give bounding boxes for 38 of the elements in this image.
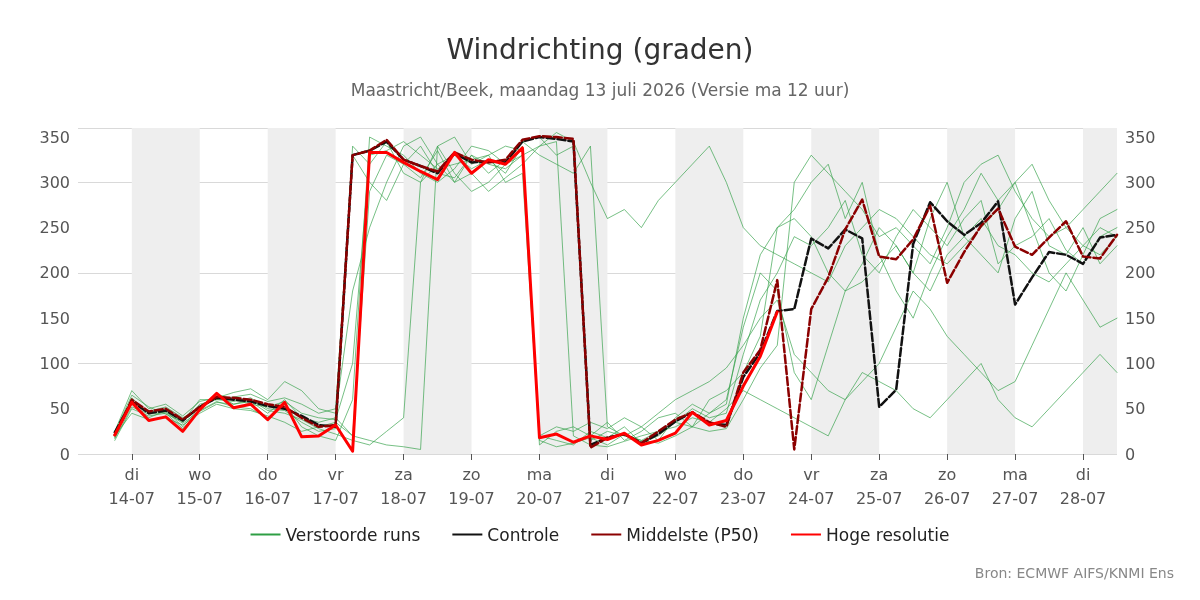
legend-label: Verstoorde runs (285, 524, 421, 545)
x-tick-label: do 23-07 (720, 464, 767, 508)
x-tick-label: do 16-07 (244, 464, 291, 508)
y2-tick-label: 200 (1125, 263, 1156, 283)
y-tick-label: 50 (49, 399, 70, 419)
legend-label: Controle (487, 524, 560, 545)
chart-subtitle: Maastricht/Beek, maandag 13 juli 2026 (Versie ma 12 uur) (350, 79, 850, 100)
y2-tick-label: 0 (1125, 444, 1136, 464)
y2-tick-label: 100 (1125, 353, 1156, 373)
x-tick-label: vr 24-07 (788, 464, 835, 508)
x-tick-label: zo 19-07 (448, 464, 495, 508)
x-tick-label: za 25-07 (855, 464, 903, 508)
y-tick-label: 300 (39, 172, 70, 192)
legend-label: Middelste (P50) (626, 524, 759, 545)
y-tick-label: 250 (39, 218, 70, 238)
legend-label: Hoge resolutie (825, 524, 950, 545)
x-tick-label: zo 26-07 (923, 464, 971, 508)
y-tick-label: 200 (39, 263, 70, 283)
x-tick-label: ma 20-07 (516, 464, 563, 508)
y2-tick-label: 250 (1125, 218, 1156, 238)
x-tick-label: di 14-07 (108, 464, 156, 508)
y2-tick-label: 50 (1125, 399, 1146, 419)
x-tick-label: di 28-07 (1059, 464, 1107, 508)
y2-tick-label: 150 (1125, 308, 1156, 328)
chart-title: Windrichting (graden) (446, 32, 754, 66)
x-tick-label: vr 17-07 (312, 464, 359, 508)
y-tick-label: 0 (59, 444, 70, 464)
y-tick-label: 150 (39, 308, 70, 328)
y-tick-label: 100 (39, 353, 70, 373)
x-tick-label: wo 22-07 (652, 464, 699, 508)
x-tick-label: za 18-07 (380, 464, 427, 508)
x-tick-label: ma 27-07 (991, 464, 1039, 508)
text: Bron: ECMWF AIFS/KNMI Ens (974, 565, 1175, 581)
x-tick-label: di 21-07 (584, 464, 631, 508)
y-tick-label: 350 (39, 127, 70, 147)
y2-tick-label: 350 (1125, 127, 1156, 147)
y2-tick-label: 300 (1125, 172, 1156, 192)
x-tick-label: wo 15-07 (176, 464, 223, 508)
